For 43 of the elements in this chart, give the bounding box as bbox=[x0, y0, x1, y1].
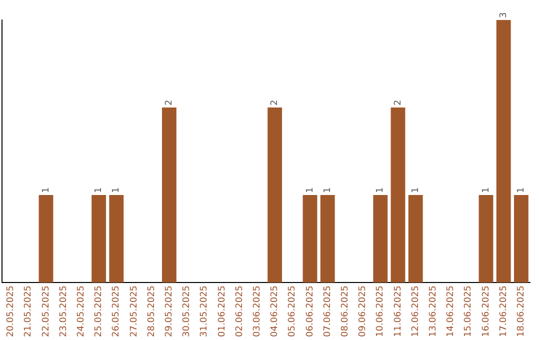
x-tick-label: 29.05.2025 bbox=[164, 285, 175, 337]
data-label: 1 bbox=[410, 187, 421, 193]
x-tick-label: 01.06.2025 bbox=[217, 285, 228, 337]
x-tick-label: 04.06.2025 bbox=[270, 285, 280, 337]
x-tick-label: 26.05.2025 bbox=[112, 285, 122, 337]
x-tick-label: 03.06.2025 bbox=[252, 285, 263, 337]
x-tick-label: 07.06.2025 bbox=[322, 285, 333, 337]
x-tick-label: 06.06.2025 bbox=[305, 285, 316, 337]
data-label: 2 bbox=[270, 100, 280, 106]
x-tick-label: 23.05.2025 bbox=[58, 285, 69, 337]
data-label: 1 bbox=[376, 187, 386, 193]
x-tick-label: 16.06.2025 bbox=[481, 285, 492, 337]
x-tick-label: 15.06.2025 bbox=[464, 285, 474, 337]
x-tick-label: 11.06.2025 bbox=[393, 285, 404, 337]
x-tick-label: 22.05.2025 bbox=[41, 285, 52, 337]
x-tick-label: 17.06.2025 bbox=[498, 285, 509, 337]
x-tick-label: 30.05.2025 bbox=[182, 285, 192, 337]
x-tick-label: 21.05.2025 bbox=[24, 285, 34, 337]
x-tick-label: 28.05.2025 bbox=[146, 285, 157, 337]
data-label: 1 bbox=[481, 187, 492, 193]
data-label: 1 bbox=[94, 187, 104, 193]
x-tick-label: 27.05.2025 bbox=[129, 285, 140, 337]
data-label: 2 bbox=[164, 100, 175, 106]
data-label: 3 bbox=[498, 12, 509, 18]
x-tick-label: 25.05.2025 bbox=[94, 285, 104, 337]
data-label: 2 bbox=[393, 100, 404, 106]
data-label: 1 bbox=[41, 187, 52, 193]
data-label: 1 bbox=[112, 187, 122, 193]
x-tick-label: 10.06.2025 bbox=[376, 285, 386, 337]
data-label: 1 bbox=[322, 187, 333, 193]
x-tick-label: 14.06.2025 bbox=[446, 285, 456, 337]
data-label: 1 bbox=[305, 187, 316, 193]
x-tick-label: 20.05.2025 bbox=[6, 285, 16, 337]
x-tick-label: 08.06.2025 bbox=[340, 285, 351, 337]
x-tick-label: 09.06.2025 bbox=[358, 285, 368, 337]
x-tick-label: 13.06.2025 bbox=[428, 285, 439, 337]
x-tick-label: 24.05.2025 bbox=[76, 285, 87, 337]
x-tick-label: 02.06.2025 bbox=[234, 285, 245, 337]
data-label: 1 bbox=[516, 187, 527, 193]
x-tick-label: 18.06.2025 bbox=[516, 285, 527, 337]
x-tick-label: 05.06.2025 bbox=[288, 285, 298, 337]
x-tick-label: 31.05.2025 bbox=[200, 285, 210, 337]
x-tick-label: 12.06.2025 bbox=[410, 285, 421, 337]
